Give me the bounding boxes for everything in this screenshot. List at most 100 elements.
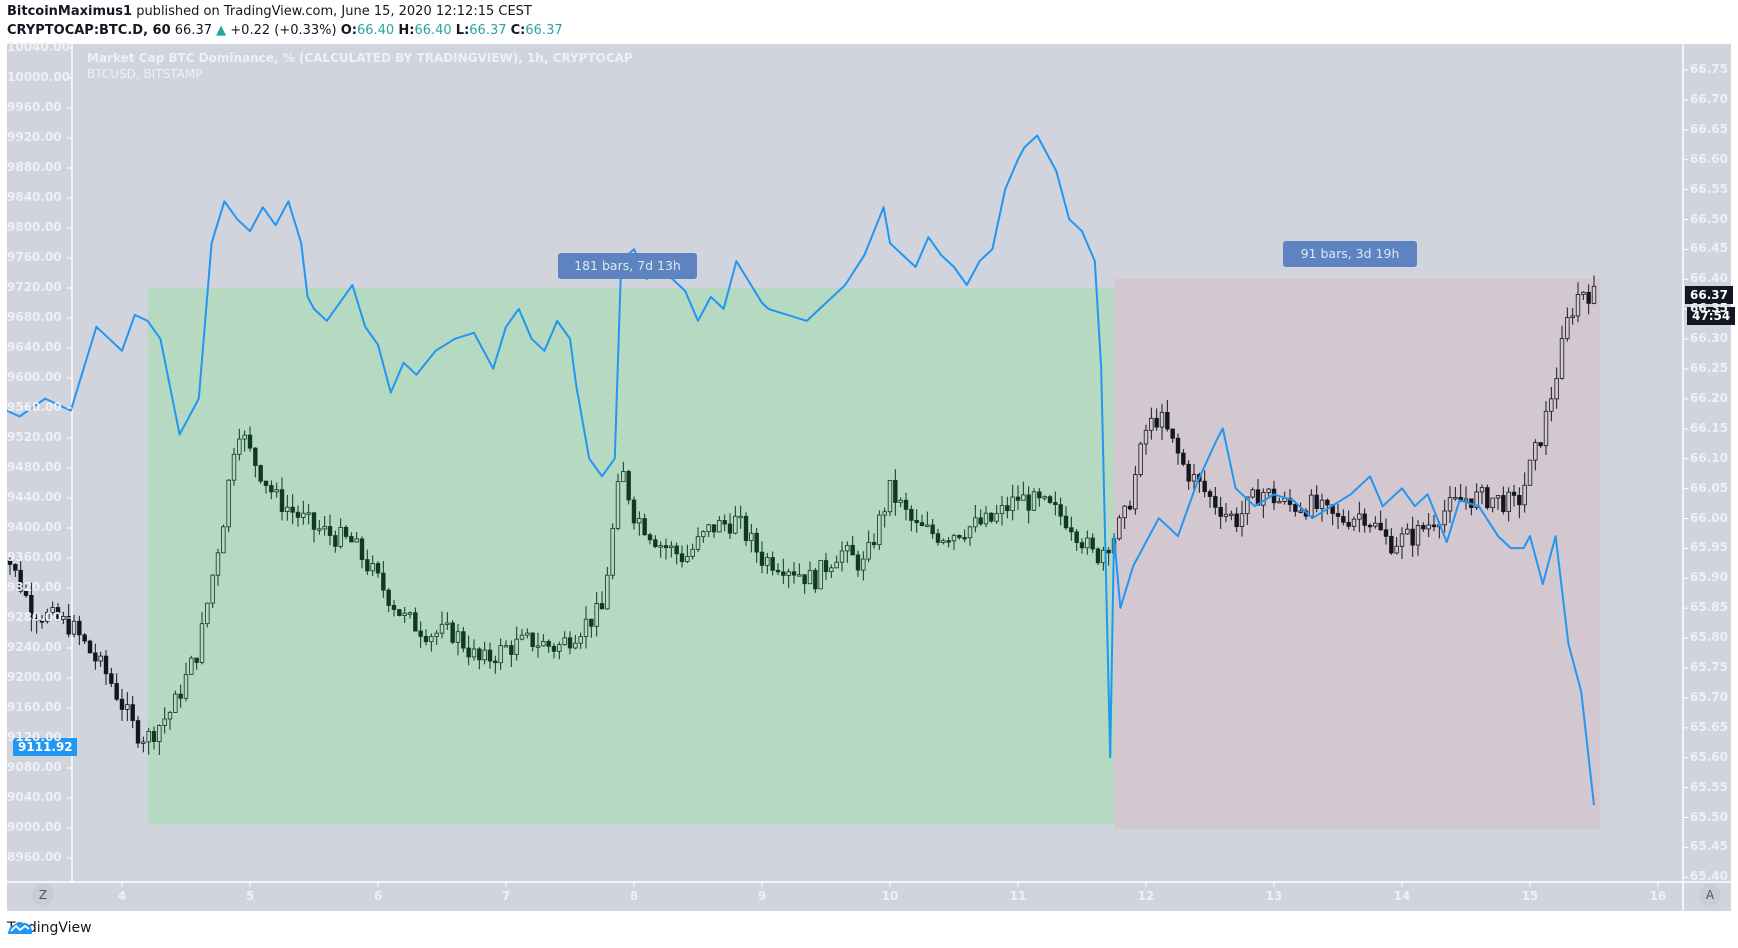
left-axis-tick: 9280.00 [7, 610, 62, 624]
right-axis-tick: 65.85 [1690, 600, 1728, 615]
left-axis-tick: 9080.00 [7, 760, 62, 774]
left-axis-tick: 8960.00 [7, 850, 62, 864]
left-axis-tick: 9840.00 [7, 190, 62, 204]
right-axis-tick: 66.25 [1690, 361, 1728, 375]
left-axis-tick: 9560.00 [7, 400, 62, 414]
right-axis-tick: 65.70 [1690, 689, 1728, 704]
left-axis-tick: 9800.00 [7, 220, 62, 234]
right-axis-tick: 65.55 [1690, 779, 1728, 794]
left-axis-tick: 9920.00 [7, 130, 62, 144]
left-axis-tick: 10000.00 [7, 70, 71, 84]
right-axis-tick: 66.30 [1690, 331, 1728, 346]
btcusd-last-price-tag: 9111.92 [13, 738, 77, 756]
published-text: published on TradingView.com, June 15, 2… [132, 4, 532, 19]
chart-legend: Market Cap BTC Dominance, % (CALCULATED … [87, 50, 633, 82]
right-axis-tick: 66.15 [1690, 420, 1728, 435]
right-axis-tick: 65.65 [1690, 719, 1728, 734]
left-axis-tick: 9880.00 [7, 160, 62, 174]
left-axis-tick: 9720.00 [7, 280, 62, 294]
measure-label-green: 181 bars, 7d 13h [558, 253, 697, 279]
dominance-last-price-tag: 66.37 [1685, 286, 1733, 304]
left-axis-tick: 9200.00 [7, 670, 62, 684]
close-value: 66.37 [525, 23, 563, 38]
left-axis-tick: 10040.00 [7, 40, 71, 54]
right-axis-tick: 66.50 [1690, 211, 1728, 226]
right-axis-tick: 66.65 [1690, 121, 1728, 136]
time-axis-tick: 16 [1649, 889, 1667, 903]
left-axis-tick: 9000.00 [7, 820, 62, 834]
right-axis-tick: 65.60 [1690, 749, 1728, 764]
time-axis-tick: 8 [629, 889, 639, 903]
legend-btcusd[interactable]: BTCUSD, BITSTAMP [87, 67, 203, 81]
right-axis-tick: 65.75 [1690, 660, 1728, 674]
left-axis-tick: 9760.00 [7, 250, 62, 264]
legend-dominance[interactable]: Market Cap BTC Dominance, % (CALCULATED … [87, 51, 633, 65]
time-axis-tick: 14 [1393, 889, 1411, 903]
tradingview-logo-icon [8, 921, 32, 934]
auto-scale-button[interactable]: A [1699, 884, 1721, 906]
left-axis-tick: 9640.00 [7, 340, 62, 354]
right-axis-tick: 65.40 [1690, 869, 1728, 884]
time-axis-tick: 10 [881, 889, 899, 903]
right-axis-tick: 66.75 [1690, 62, 1728, 76]
open-label: O: [340, 23, 357, 38]
chart-canvas[interactable] [7, 44, 1731, 911]
left-axis-tick: 9360.00 [7, 550, 62, 564]
right-axis-tick: 66.55 [1690, 181, 1728, 196]
time-axis-tick: 9 [757, 889, 767, 903]
right-axis-tick: 65.90 [1690, 570, 1728, 585]
time-axis-tick: 4 [117, 889, 127, 903]
dominance-line[interactable] [7, 134, 1595, 806]
right-axis-tick: 66.10 [1690, 450, 1728, 465]
right-axis-tick: 66.45 [1690, 241, 1728, 256]
right-axis-tick: 66.60 [1690, 151, 1728, 166]
symbol-line: CRYPTOCAP:BTC.D, 60 66.37 ▲ +0.22 (+0.33… [7, 21, 563, 40]
price-change: +0.22 (+0.33%) [230, 23, 337, 38]
close-label: C: [510, 23, 526, 38]
left-axis-tick: 9400.00 [7, 520, 62, 534]
high-value: 66.40 [414, 23, 452, 38]
left-axis-tick: 9320.00 [7, 580, 62, 594]
left-axis-tick: 9520.00 [7, 430, 62, 444]
time-axis-tick: 5 [245, 889, 255, 903]
publish-line: BitcoinMaximus1 published on TradingView… [7, 2, 563, 21]
right-axis-tick: 66.00 [1690, 510, 1728, 525]
symbol-name: CRYPTOCAP:BTC.D, 60 [7, 23, 171, 38]
high-label: H: [398, 23, 415, 38]
right-axis-tick: 65.80 [1690, 630, 1728, 645]
right-axis-tick: 66.20 [1690, 390, 1728, 405]
time-axis-tick: 6 [373, 889, 383, 903]
left-axis-tick: 9960.00 [7, 100, 62, 114]
left-axis-tick: 9240.00 [7, 640, 62, 654]
left-axis-tick: 9120.00 [7, 730, 62, 744]
left-axis-tick: 9440.00 [7, 490, 62, 504]
bar-countdown-tag: 47:54 [1687, 307, 1736, 325]
left-axis-tick: 9600.00 [7, 370, 62, 384]
right-axis-tick: 65.45 [1690, 839, 1728, 854]
time-axis-tick: 11 [1009, 889, 1027, 903]
time-axis-tick: 15 [1521, 889, 1539, 903]
right-axis-tick: 66.40 [1690, 271, 1728, 286]
time-axis-tick: 7 [501, 889, 511, 903]
right-axis-tick: 65.95 [1690, 540, 1728, 555]
open-value: 66.40 [356, 23, 395, 38]
right-axis-tick: 66.70 [1690, 91, 1728, 106]
time-axis-tick: 12 [1137, 889, 1155, 903]
author-name[interactable]: BitcoinMaximus1 [7, 4, 133, 19]
right-axis-tick: 66.05 [1690, 480, 1728, 495]
left-axis-tick: 9680.00 [7, 310, 62, 324]
log-scale-left-button[interactable]: Z [32, 884, 54, 906]
left-axis-tick: 9040.00 [7, 790, 62, 804]
time-axis-tick: 13 [1265, 889, 1283, 903]
left-axis-tick: 9160.00 [7, 700, 62, 714]
measure-label-red: 91 bars, 3d 19h [1283, 241, 1417, 267]
green-range-zone [147, 288, 1115, 825]
up-triangle-icon: ▲ [216, 23, 227, 38]
red-range-zone [1114, 279, 1601, 830]
chart-area[interactable]: Market Cap BTC Dominance, % (CALCULATED … [7, 40, 1736, 911]
last-price: 66.37 [174, 23, 212, 38]
tradingview-footer[interactable]: TradingView [7, 920, 92, 936]
low-value: 66.37 [469, 23, 507, 38]
right-axis-tick: 66.35 [1690, 301, 1728, 316]
right-axis-tick: 65.50 [1690, 809, 1728, 824]
